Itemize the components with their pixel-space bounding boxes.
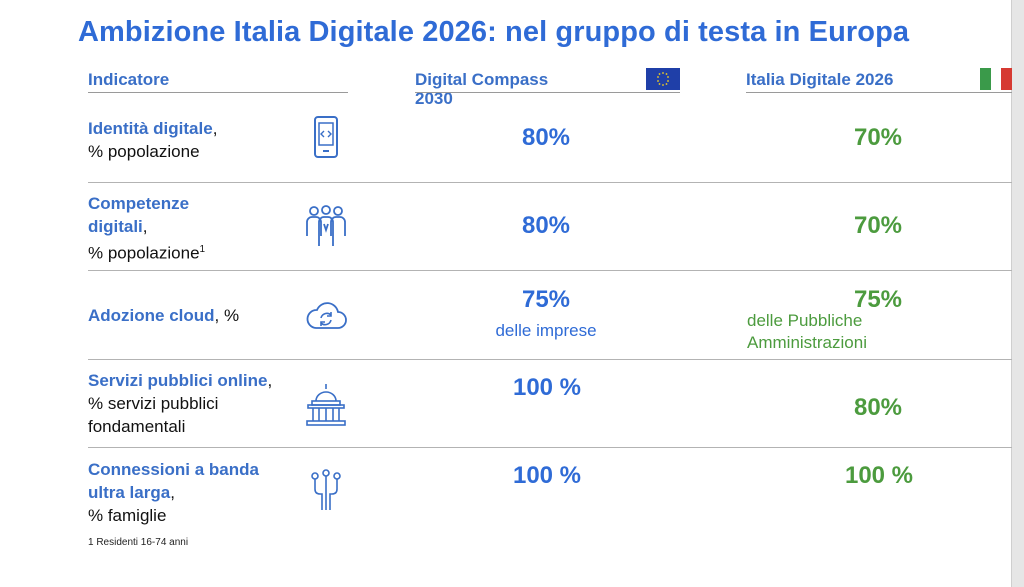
frame-edge (1011, 0, 1012, 587)
italia-value-identita: 70% (853, 124, 903, 151)
row-divider (88, 359, 1012, 360)
compass-value-banda: 100 % (512, 462, 582, 489)
italia-sub-cloud: delle Pubbliche Amministrazioni (747, 311, 867, 352)
italia-value-banda: 100 % (844, 462, 914, 489)
people-group-icon (306, 205, 346, 246)
indicator-banda-ultra-larga: Connessioni a banda ultra larga, % famig… (88, 460, 259, 525)
italy-flag-icon (980, 68, 1013, 90)
cloud-sync-icon (306, 302, 347, 329)
indicator-competenze-digitali: Competenze digitali, % popolazione1 (88, 194, 206, 263)
government-building-icon (306, 384, 346, 426)
header-underline-indicator (88, 92, 348, 93)
indicator-identita-digitale: Identità digitale, % popolazione (88, 119, 218, 161)
compass-sub-cloud: delle imprese (495, 321, 597, 340)
indicator-servizi-pubblici: Servizi pubblici online, % servizi pubbl… (88, 371, 273, 436)
network-connection-icon (311, 469, 341, 510)
compass-value-competenze: 80% (521, 212, 571, 239)
row-divider (88, 270, 1012, 271)
compass-value-identita: 80% (521, 124, 571, 151)
italia-value-cloud: 75% (853, 286, 903, 313)
frame-border (1012, 0, 1024, 587)
page-title: Ambizione Italia Digitale 2026: nel grup… (78, 16, 910, 48)
indicator-adozione-cloud: Adozione cloud, % (88, 306, 240, 325)
header-underline-italia (746, 92, 1012, 93)
eu-flag-icon (646, 68, 680, 90)
italia-value-competenze: 70% (853, 212, 903, 239)
italia-value-servizi: 80% (853, 394, 903, 421)
header-italia-digitale: Italia Digitale 2026 (746, 70, 894, 89)
row-divider (88, 447, 1012, 448)
header-indicator: Indicatore (88, 70, 170, 89)
header-underline-compass (415, 92, 680, 93)
compass-value-servizi: 100 % (512, 374, 582, 401)
header-digital-compass: Digital Compass 2030 (415, 70, 549, 108)
compass-value-cloud: 75% (521, 286, 571, 313)
footnote: 1 Residenti 16-74 anni (88, 537, 189, 548)
row-divider (88, 182, 1012, 183)
smartphone-icon (314, 116, 338, 158)
